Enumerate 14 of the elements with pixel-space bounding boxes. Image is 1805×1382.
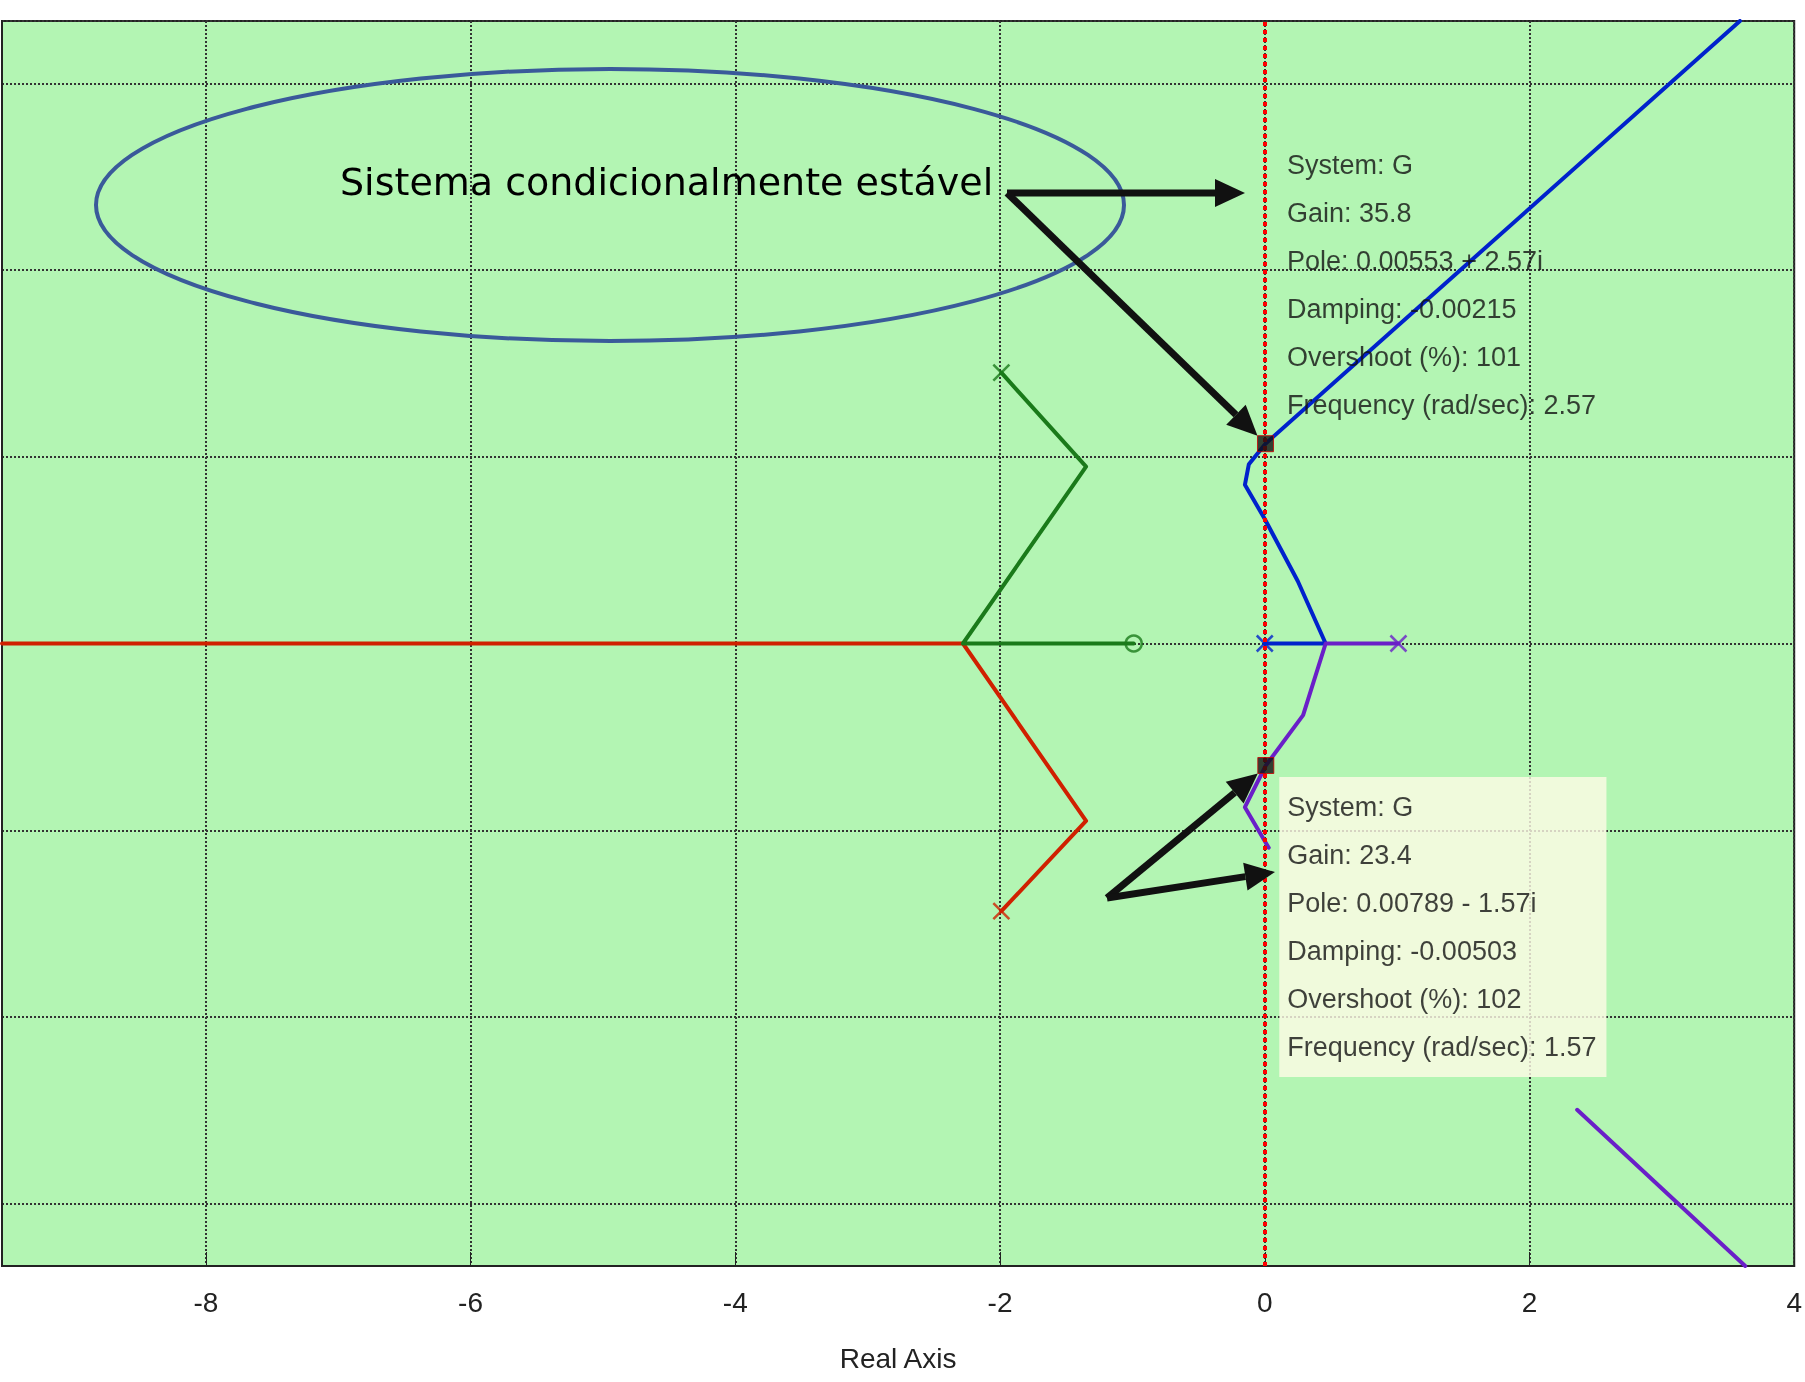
- x-tick-label: -2: [987, 1286, 1013, 1318]
- x-tick-label: 2: [1521, 1286, 1538, 1318]
- x-tick-label: -6: [458, 1286, 484, 1318]
- x-tick-label: 0: [1256, 1286, 1273, 1318]
- x-tick-label: 4: [1786, 1286, 1802, 1318]
- x-tick-label: -8: [193, 1286, 219, 1318]
- point: [992, 901, 1011, 921]
- point: [1389, 634, 1408, 653]
- point: [1124, 634, 1143, 653]
- annotation: Sistema condicionalmente estável: [340, 160, 994, 204]
- point: [1255, 634, 1275, 653]
- annotation: System: G Gain: 23.4 Pole: 0.00789 - 1.57i Damping: -0.00503 Overshoot (%): 102 Frequency (rad/sec): 1.57: [1287, 792, 1597, 1063]
- x-axis-title: Real Axis: [839, 1342, 957, 1374]
- x-tick-label: -4: [722, 1286, 748, 1318]
